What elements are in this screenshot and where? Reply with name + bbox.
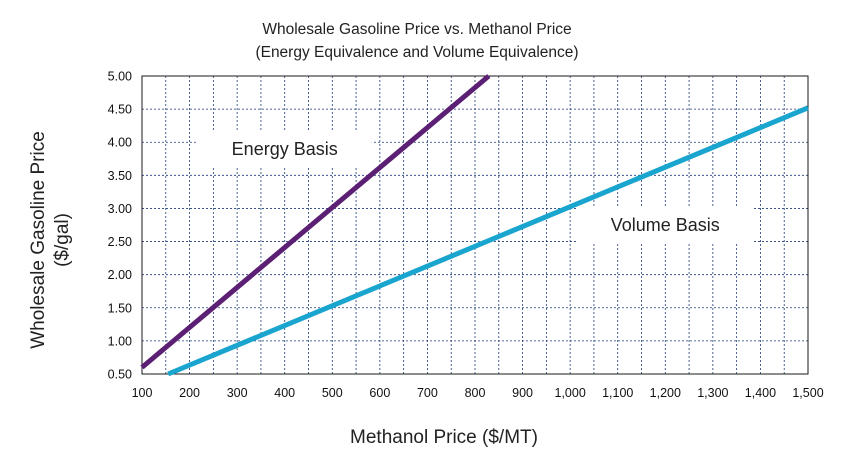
y-tick-label: 2.00 (108, 268, 132, 282)
chart-title: Wholesale Gasoline Price vs. Methanol Pr… (262, 21, 571, 38)
y-axis-ticks: 0.50 1.00 1.50 2.00 2.50 3.00 3.50 4.00 4.50 5.00 (108, 70, 132, 382)
series-line-1 (140, 74, 491, 370)
annotation-label: Volume Basis (576, 207, 754, 243)
x-axis-ticks: 100 200 300 400 500 600 700 800 900 1,000 1,100 1,2… (132, 386, 824, 400)
annotation-box (576, 207, 754, 243)
y-axis-title-line2: ($/gal) (52, 213, 73, 267)
chart-subtitle: (Energy Equivalence and Volume Equivalen… (255, 44, 578, 61)
annotation-text: Energy Basis (232, 139, 338, 159)
y-tick-label: 3.00 (108, 202, 132, 216)
x-tick-label: 1,400 (745, 386, 776, 400)
x-axis-title: Methanol Price ($/MT) (350, 427, 538, 448)
x-tick-label: 1,200 (650, 386, 681, 400)
x-tick-label: 1,000 (555, 386, 586, 400)
annotations: Energy Basis Volume Basis (197, 130, 754, 243)
y-tick-label: 4.50 (108, 103, 132, 117)
x-tick-label: 1,300 (697, 386, 728, 400)
x-tick-label: 300 (227, 386, 248, 400)
plot-area-frame (141, 75, 809, 375)
series-line-2 (167, 105, 809, 377)
x-tick-label: 1,100 (602, 386, 633, 400)
annotation-box (197, 130, 372, 167)
x-tick-label: 1,500 (792, 386, 823, 400)
x-tick-label: 900 (512, 386, 533, 400)
y-tick-label: 1.50 (108, 301, 132, 315)
x-tick-label: 400 (274, 386, 295, 400)
x-tick-label: 200 (179, 386, 200, 400)
x-tick-label: 500 (322, 386, 343, 400)
y-tick-label: 5.00 (108, 70, 132, 84)
annotation-label: Energy Basis (197, 130, 372, 167)
y-tick-label: 1.00 (108, 334, 132, 348)
annotation-text: Volume Basis (611, 215, 720, 235)
x-tick-label: 600 (369, 386, 390, 400)
y-tick-label: 2.50 (108, 235, 132, 249)
y-tick-label: 3.50 (108, 169, 132, 183)
y-axis-title-line1: Wholesale Gasoline Price (28, 131, 49, 349)
x-tick-label: 700 (417, 386, 438, 400)
y-tick-label: 4.00 (108, 136, 132, 150)
y-axis-title: Wholesale Gasoline Price ($/gal) (28, 131, 73, 349)
series-lines (140, 74, 809, 377)
x-tick-label: 800 (465, 386, 486, 400)
x-tick-label: 100 (132, 386, 153, 400)
y-tick-label: 0.50 (108, 368, 132, 382)
